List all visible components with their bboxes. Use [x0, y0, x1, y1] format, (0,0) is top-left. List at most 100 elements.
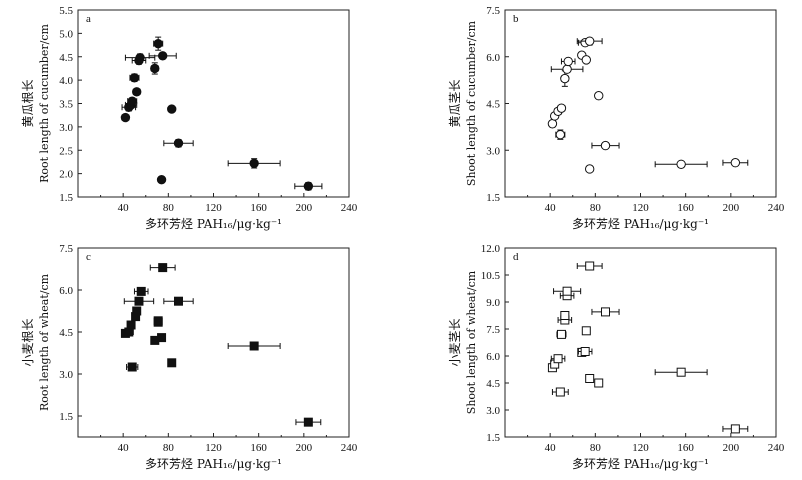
data-point — [126, 320, 136, 330]
x-axis-title: 多环芳烃 PAH₁₆/μg·kg⁻¹ — [572, 457, 709, 471]
x-tick-label: 240 — [341, 442, 358, 454]
data-point — [157, 51, 168, 61]
y-axis-title-cn: 小麦根长 — [21, 318, 35, 366]
y-tick-label: 2.0 — [59, 169, 73, 181]
data-point — [127, 362, 137, 372]
x-tick-label: 200 — [723, 442, 740, 454]
x-tick-label: 80 — [590, 202, 602, 214]
data-point — [150, 63, 160, 74]
x-tick-label: 160 — [250, 202, 267, 214]
data-point — [153, 316, 163, 326]
x-tick-label: 120 — [632, 442, 649, 454]
y-tick-label: 1.5 — [486, 432, 500, 444]
data-point — [153, 38, 163, 49]
data-point — [556, 103, 567, 113]
x-tick-label: 120 — [632, 202, 649, 214]
data-point — [594, 91, 604, 101]
y-tick-label: 3.5 — [59, 99, 73, 111]
y-tick-label: 7.5 — [59, 243, 73, 255]
data-point — [157, 333, 167, 343]
data-point — [158, 263, 168, 273]
y-axis-title-cn: 黄瓜根长 — [21, 79, 35, 127]
x-tick-label: 240 — [341, 202, 358, 214]
data-point — [553, 354, 563, 364]
y-tick-label: 1.5 — [486, 192, 500, 204]
data-point — [563, 56, 573, 67]
data-point — [249, 341, 259, 351]
y-tick-label: 6.0 — [486, 351, 500, 363]
y-tick-label: 2.5 — [59, 145, 73, 157]
x-tick-label: 80 — [163, 442, 175, 454]
panel-a: 40 80 120 160 200 240 1.5 2.0 2.5 3.0 3.5 4.0 4.5 5.0… — [21, 5, 358, 231]
data-point — [555, 387, 565, 397]
panel-d: 40 80 120 160 200 240 1.5 3.0 4.5 6.0 7.5 9.0 10.5 12… — [448, 243, 785, 471]
data-point — [730, 424, 740, 434]
data-point — [134, 296, 144, 306]
data-point — [167, 104, 177, 114]
x-axis-title: 多环芳烃 PAH₁₆/μg·kg⁻¹ — [572, 217, 709, 231]
data-point — [581, 55, 591, 65]
data-point — [303, 181, 314, 191]
x-tick-label: 160 — [677, 442, 694, 454]
y-axis-title-en: Shoot length of cucumber/cm — [465, 20, 478, 186]
y-tick-label: 5.5 — [59, 5, 73, 17]
data-point — [556, 329, 566, 339]
y-axis-title-cn: 小麦茎长 — [448, 318, 462, 366]
panel-label: d — [513, 251, 519, 263]
y-tick-label: 4.5 — [59, 327, 73, 339]
x-tick-label: 120 — [205, 442, 222, 454]
data-point — [127, 96, 137, 106]
y-tick-label: 7.5 — [486, 5, 500, 17]
data-point — [132, 87, 142, 97]
data-point — [676, 159, 686, 169]
x-tick-label: 40 — [545, 442, 557, 454]
y-axis-title: 小麦根长 Root length of wheat/cm — [21, 273, 51, 411]
data-point — [585, 374, 595, 383]
x-tick-label: 40 — [545, 202, 557, 214]
y-tick-label: 3.0 — [486, 145, 500, 157]
data-point — [173, 296, 183, 306]
panel-b: 40 80 120 160 200 240 1.5 3.0 4.5 6.0 7.5 b 多环芳烃 PAH… — [448, 5, 785, 231]
plot-frame — [504, 9, 777, 198]
data-point — [560, 73, 570, 84]
y-axis-title: 小麦茎长 Shoot length of wheat/cm — [448, 270, 478, 414]
x-tick-label: 160 — [250, 442, 267, 454]
x-tick-label: 80 — [590, 442, 602, 454]
data-point — [167, 358, 177, 368]
data-point — [584, 164, 595, 174]
plot-frame — [504, 247, 777, 438]
x-tick-label: 240 — [768, 442, 785, 454]
x-tick-label: 40 — [118, 442, 130, 454]
data-point — [156, 175, 167, 185]
data-point — [555, 129, 566, 140]
x-tick-label: 160 — [677, 202, 694, 214]
panel-label: b — [513, 13, 519, 25]
y-tick-label: 4.5 — [59, 52, 73, 64]
y-tick-label: 5.0 — [59, 28, 73, 40]
x-tick-label: 200 — [723, 202, 740, 214]
x-tick-label: 80 — [163, 202, 175, 214]
y-axis-title-en: Root length of cucumber/cm — [38, 24, 51, 183]
data-point — [560, 311, 570, 320]
y-tick-label: 3.0 — [486, 405, 500, 417]
plot-frame — [77, 9, 350, 198]
data-point — [129, 73, 140, 83]
data-point — [676, 367, 686, 377]
data-point — [600, 140, 611, 151]
y-tick-label: 7.5 — [486, 324, 500, 336]
y-axis-title: 黄瓜根长 Root length of cucumber/cm — [21, 24, 51, 183]
y-tick-label: 6.0 — [486, 52, 500, 64]
data-point — [594, 378, 604, 388]
data-point — [562, 64, 572, 74]
y-tick-label: 1.5 — [59, 192, 73, 204]
data-point — [580, 347, 590, 356]
data-point — [249, 158, 259, 169]
data-point — [584, 36, 595, 46]
y-tick-label: 12.0 — [481, 243, 501, 255]
y-tick-label: 4.0 — [59, 75, 73, 87]
data-point — [562, 286, 572, 296]
y-axis-title: 黄瓜茎长 Shoot length of cucumber/cm — [448, 20, 478, 186]
x-tick-label: 240 — [768, 202, 785, 214]
x-axis-title: 多环芳烃 PAH₁₆/μg·kg⁻¹ — [145, 217, 282, 231]
